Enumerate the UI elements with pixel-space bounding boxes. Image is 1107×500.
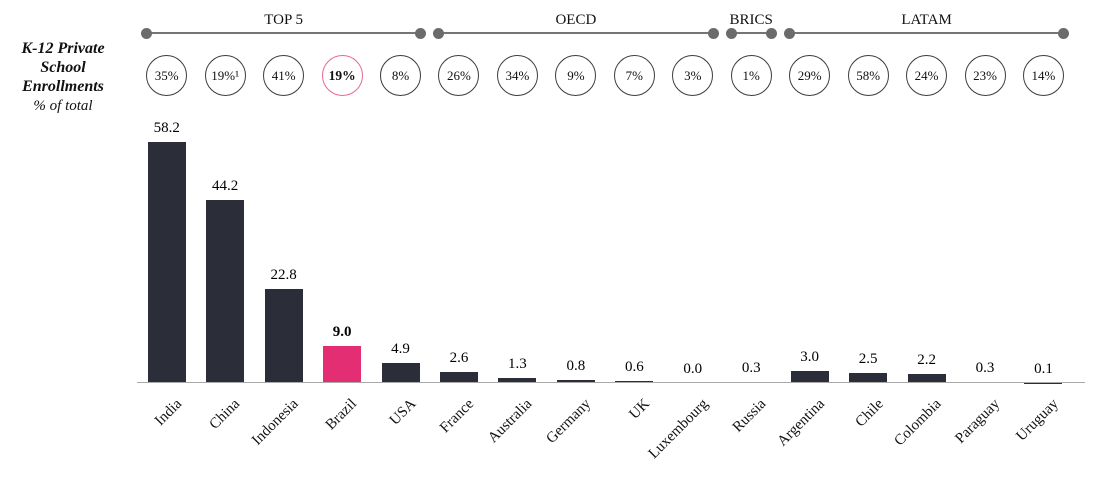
bracket-dot-latam-start [783, 27, 795, 39]
percent-circle-india: 35% [146, 55, 188, 96]
axis-label-brazil: Brazil [323, 396, 361, 434]
percent-circle-brazil: 19% [321, 55, 363, 96]
bar-value-colombia: 2.2 [917, 351, 936, 368]
axis-label-france: France [437, 396, 478, 437]
bar-value-russia: 0.3 [741, 359, 761, 376]
bar-usa [381, 362, 420, 383]
bar-germany [556, 379, 595, 383]
percent-circle-germany: 9% [555, 55, 597, 96]
axis-label-india: India [151, 396, 186, 430]
group-label-brics: BRICS [729, 12, 773, 28]
chart-title-block: K-12 Private School Enrollments % of tot… [2, 39, 124, 116]
axis-label-indonesia: Indonesia [249, 396, 302, 449]
bar-value-paraguay: 0.3 [975, 359, 995, 376]
bracket-dot-brics-end [765, 27, 777, 39]
bar-india [147, 142, 186, 383]
bar-indonesia [264, 288, 303, 383]
bar-value-chile: 2.5 [858, 350, 878, 367]
percent-circle-australia: 34% [496, 55, 538, 96]
bar-france [439, 372, 478, 383]
chart-subtitle: % of total [33, 98, 93, 114]
group-label-latam: LATAM [901, 12, 952, 28]
percent-circle-uk: 7% [613, 55, 655, 96]
axis-label-argentina: Argentina [774, 396, 829, 450]
group-bracket-brics [731, 32, 772, 34]
x-axis-baseline [137, 382, 1085, 383]
bar-value-indonesia: 22.8 [270, 266, 297, 283]
bar-value-brazil: 9.0 [332, 323, 352, 340]
bracket-dot-oecd-end [707, 27, 719, 39]
bar-value-australia: 1.3 [508, 355, 527, 372]
axis-label-paraguay: Paraguay [952, 396, 1004, 447]
axis-label-russia: Russia [729, 396, 770, 436]
bar-chile [849, 372, 888, 383]
axis-label-uruguay: Uruguay [1013, 396, 1062, 445]
bar-value-argentina: 3.0 [800, 348, 820, 365]
bracket-dot-oecd-start [433, 27, 445, 39]
percent-circle-argentina: 29% [789, 55, 831, 96]
group-bracket-latam [789, 32, 1064, 34]
axis-label-luxembourg: Luxembourg [645, 396, 712, 462]
group-bracket-oecd [438, 32, 713, 34]
percent-circle-colombia: 24% [906, 55, 948, 96]
group-bracket-top-5 [146, 32, 421, 34]
bar-value-germany: 0.8 [566, 357, 586, 374]
percent-circle-paraguay: 23% [964, 55, 1006, 96]
bar-value-india: 58.2 [153, 120, 180, 137]
bar-value-china: 44.2 [212, 178, 239, 194]
bracket-dot-top-5-start [141, 27, 152, 39]
bar-value-france: 2.6 [449, 350, 469, 367]
bar-australia [498, 377, 537, 383]
bracket-dot-top-5-end [415, 27, 427, 39]
chart-title-line-1: K-12 Private [21, 40, 105, 57]
bracket-dot-latam-end [1058, 27, 1070, 39]
bar-brazil [323, 345, 362, 383]
axis-label-usa: USA [386, 396, 419, 429]
percent-circle-usa: 8% [380, 55, 422, 96]
percent-circle-russia: 1% [730, 55, 772, 96]
bar-colombia [907, 373, 946, 383]
bar-value-luxembourg: 0.0 [683, 361, 703, 377]
percent-circle-france: 26% [438, 55, 480, 96]
percent-circle-luxembourg: 3% [672, 55, 714, 96]
bar-value-usa: 4.9 [391, 340, 410, 357]
axis-label-chile: Chile [852, 396, 887, 431]
chart-title-line-2: School [40, 59, 86, 76]
axis-label-colombia: Colombia [891, 396, 945, 450]
percent-circle-china: 19%¹ [204, 55, 246, 96]
percent-circle-uruguay: 14% [1022, 55, 1064, 96]
chart-title-line-3: Enrollments [22, 78, 104, 95]
percent-circle-chile: 58% [847, 55, 889, 96]
axis-label-china: China [206, 396, 244, 433]
axis-label-uk: UK [626, 396, 653, 423]
bar-value-uk: 0.6 [624, 358, 644, 375]
group-label-oecd: OECD [555, 12, 597, 28]
percent-circle-indonesia: 41% [263, 55, 305, 96]
axis-label-germany: Germany [543, 396, 595, 447]
bar-value-uruguay: 0.1 [1034, 360, 1053, 377]
bar-uk [615, 380, 654, 383]
axis-label-australia: Australia [485, 396, 536, 447]
group-label-top-5: TOP 5 [264, 12, 304, 28]
bar-argentina [790, 370, 829, 383]
bar-china [206, 200, 245, 383]
bracket-dot-brics-start [725, 27, 737, 39]
